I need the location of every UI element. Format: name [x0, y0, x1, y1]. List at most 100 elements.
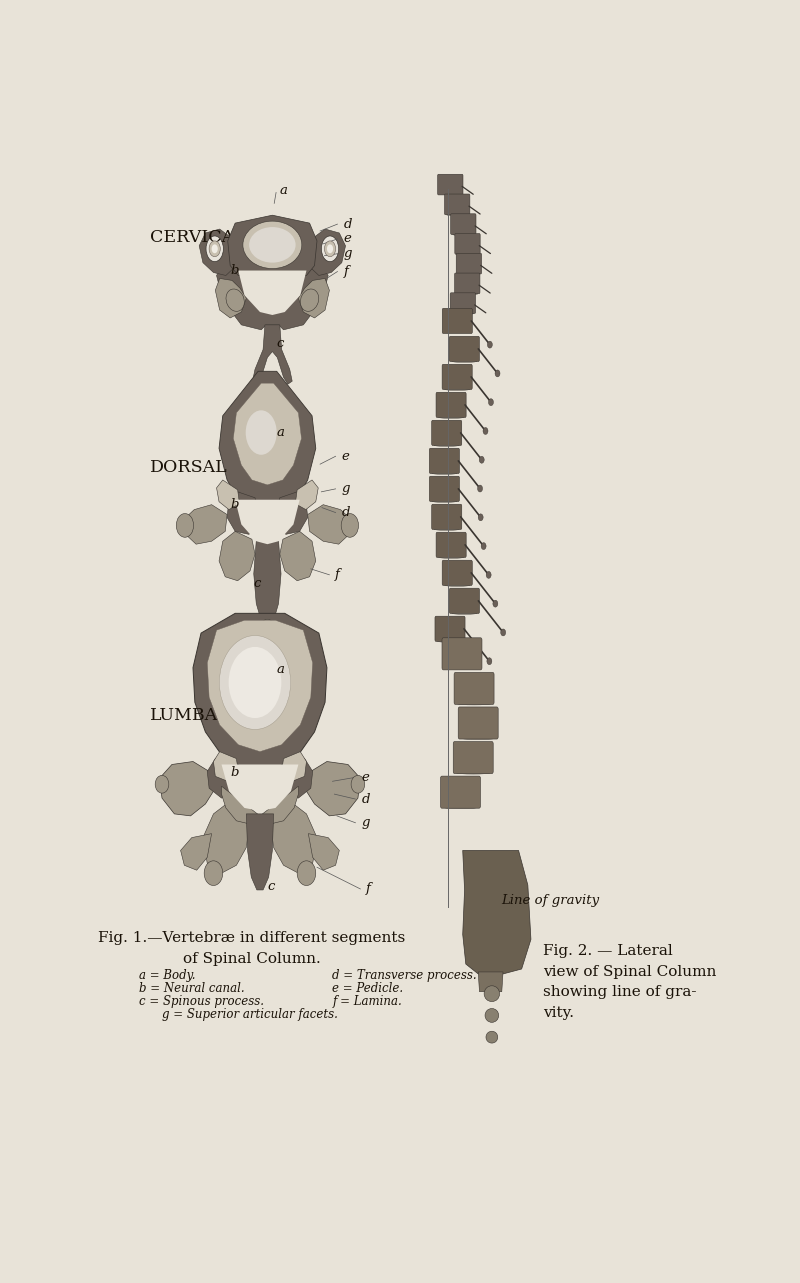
Ellipse shape [434, 529, 459, 530]
Polygon shape [219, 371, 316, 504]
FancyBboxPatch shape [450, 293, 475, 313]
Text: b = Neural canal.: b = Neural canal. [139, 983, 245, 996]
Ellipse shape [209, 241, 220, 257]
Polygon shape [308, 504, 351, 544]
Polygon shape [207, 758, 238, 798]
Ellipse shape [226, 289, 244, 312]
Ellipse shape [481, 543, 486, 549]
Ellipse shape [458, 273, 479, 275]
Ellipse shape [249, 227, 296, 263]
Polygon shape [222, 765, 298, 811]
Ellipse shape [486, 571, 491, 579]
FancyBboxPatch shape [450, 588, 479, 613]
Polygon shape [254, 541, 281, 625]
Text: b: b [230, 498, 238, 511]
Polygon shape [207, 620, 313, 752]
Ellipse shape [446, 213, 468, 216]
Ellipse shape [155, 775, 169, 793]
Ellipse shape [444, 806, 478, 808]
Polygon shape [298, 278, 330, 318]
Polygon shape [238, 271, 306, 316]
FancyBboxPatch shape [438, 174, 463, 195]
Ellipse shape [325, 241, 336, 257]
Text: DORSAL: DORSAL [150, 458, 227, 476]
Ellipse shape [478, 514, 483, 521]
Text: c: c [253, 577, 261, 590]
FancyBboxPatch shape [450, 336, 479, 362]
Polygon shape [271, 801, 317, 874]
FancyBboxPatch shape [458, 707, 498, 739]
FancyBboxPatch shape [430, 448, 459, 473]
Polygon shape [217, 260, 328, 330]
FancyBboxPatch shape [455, 234, 480, 254]
Ellipse shape [489, 399, 494, 405]
Text: a = Body.: a = Body. [139, 970, 195, 983]
Ellipse shape [452, 612, 477, 615]
Ellipse shape [486, 1032, 498, 1043]
Polygon shape [217, 480, 239, 509]
Text: e: e [362, 771, 370, 784]
Polygon shape [159, 762, 214, 816]
Polygon shape [203, 801, 249, 874]
FancyBboxPatch shape [430, 476, 459, 502]
Ellipse shape [479, 457, 484, 463]
Ellipse shape [438, 640, 462, 643]
Ellipse shape [243, 221, 302, 268]
Ellipse shape [261, 620, 274, 633]
Ellipse shape [458, 703, 491, 704]
Ellipse shape [176, 513, 194, 538]
Ellipse shape [297, 861, 316, 885]
Ellipse shape [206, 236, 223, 262]
Text: d: d [342, 506, 350, 520]
FancyBboxPatch shape [441, 776, 481, 808]
FancyBboxPatch shape [442, 561, 472, 585]
Ellipse shape [301, 289, 318, 312]
Ellipse shape [438, 556, 464, 558]
Polygon shape [282, 752, 306, 781]
Polygon shape [214, 752, 238, 781]
Text: c: c [276, 337, 283, 350]
Polygon shape [306, 762, 361, 816]
Polygon shape [282, 758, 313, 798]
Polygon shape [253, 325, 292, 384]
Ellipse shape [204, 861, 222, 885]
Text: Fig. 2. — Lateral
view of Spinal Column
showing line of gra-
vity.: Fig. 2. — Lateral view of Spinal Column … [543, 944, 717, 1020]
Ellipse shape [453, 234, 474, 236]
Ellipse shape [495, 370, 500, 377]
Polygon shape [184, 504, 227, 544]
Polygon shape [228, 216, 317, 276]
Text: a: a [276, 426, 284, 439]
Ellipse shape [487, 341, 492, 348]
Text: b: b [230, 766, 238, 779]
Text: d: d [362, 793, 370, 806]
Text: f: f [334, 568, 339, 581]
Text: d = Transverse process.: d = Transverse process. [333, 970, 477, 983]
Ellipse shape [445, 387, 470, 390]
Text: LUMBAR: LUMBAR [150, 707, 231, 724]
Text: CERVICAL: CERVICAL [150, 230, 246, 246]
Ellipse shape [229, 647, 282, 718]
Ellipse shape [457, 293, 478, 295]
Ellipse shape [246, 411, 277, 454]
Polygon shape [234, 384, 302, 485]
FancyBboxPatch shape [442, 308, 472, 334]
Ellipse shape [462, 738, 495, 739]
Polygon shape [181, 834, 211, 870]
Text: Line of gravity: Line of gravity [501, 894, 599, 907]
Polygon shape [462, 851, 531, 974]
Ellipse shape [487, 658, 492, 665]
Ellipse shape [434, 444, 459, 446]
Text: e: e [342, 450, 350, 463]
Ellipse shape [438, 416, 464, 418]
Text: Fig. 1.—Vertebræ in different segments
of Spinal Column.: Fig. 1.—Vertebræ in different segments o… [98, 931, 406, 966]
Polygon shape [227, 491, 262, 534]
Ellipse shape [322, 236, 338, 262]
Ellipse shape [493, 600, 498, 607]
Ellipse shape [501, 629, 506, 636]
Ellipse shape [341, 513, 358, 538]
Ellipse shape [485, 1008, 498, 1023]
FancyBboxPatch shape [454, 672, 494, 704]
Polygon shape [308, 834, 339, 870]
Polygon shape [478, 973, 503, 992]
Text: g: g [344, 248, 352, 260]
